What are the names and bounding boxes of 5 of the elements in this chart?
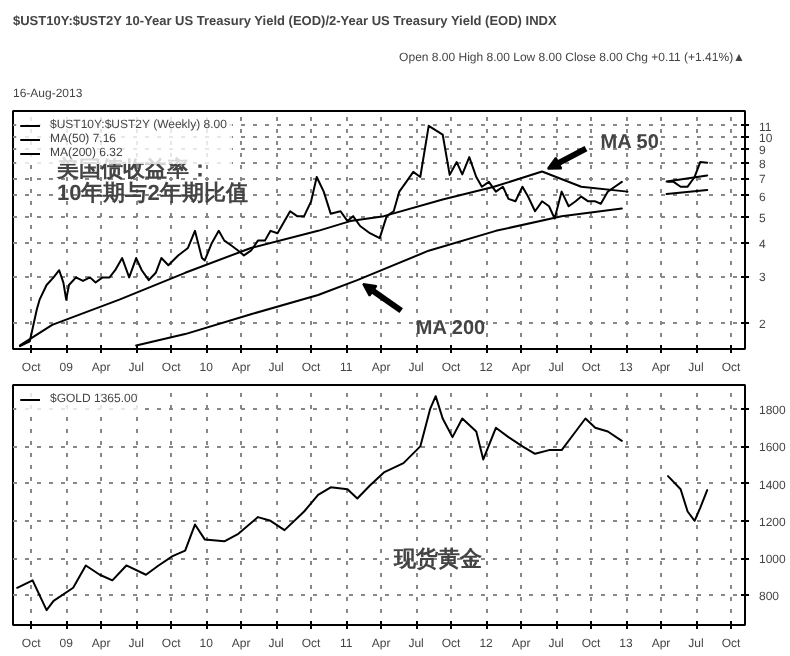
annotation: MA 50	[600, 131, 660, 154]
annotation: MA 200	[415, 318, 487, 341]
annotation: 美国债收益率：	[54, 156, 211, 183]
annotation: 现货黄金	[391, 546, 484, 573]
annotation: 10年期与2年期比值	[56, 180, 248, 207]
